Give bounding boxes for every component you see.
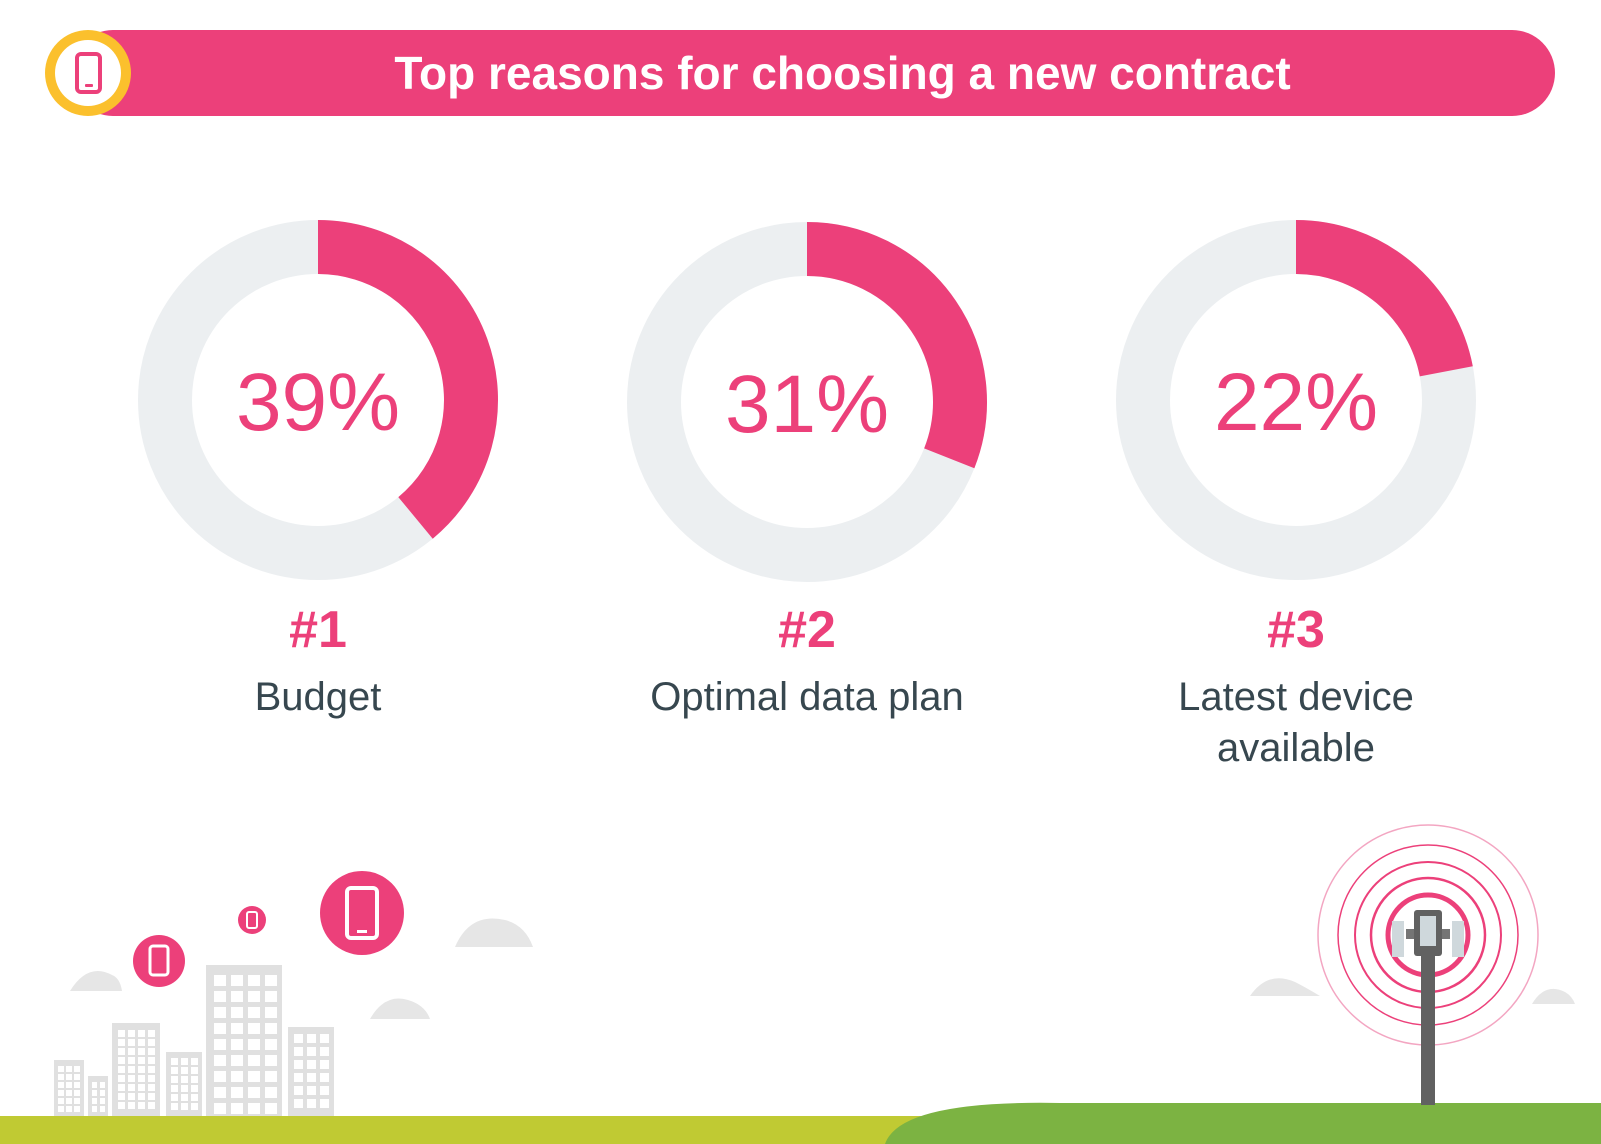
cell-tower-icon [1317, 824, 1539, 1105]
reason-1: Budget [254, 675, 382, 719]
donut-slice-1 [317, 220, 498, 539]
smartphone-badge [45, 30, 131, 116]
donut-value-label-1: 39% [236, 357, 400, 448]
ground-hill [885, 1102, 1601, 1144]
donut-value-label-2: 31% [725, 359, 889, 450]
rank-1: #1 [289, 601, 347, 659]
reason-3: Latest device available [1178, 675, 1414, 770]
cloud-icon [370, 998, 430, 1019]
smartphone-icon [320, 871, 404, 955]
cloud-icon [1250, 978, 1320, 996]
donut-slice-3 [1295, 220, 1473, 378]
donut-slice-2 [806, 222, 987, 469]
rank-3: #3 [1267, 601, 1325, 659]
cloud-icon [455, 918, 533, 947]
cloud-icon [1532, 988, 1575, 1004]
donut-charts: 39% 31% 22% [138, 220, 1476, 582]
reason-2: Optimal data plan [650, 675, 964, 719]
cloud-icon [70, 970, 122, 991]
page-title: Top reasons for choosing a new contract [394, 47, 1291, 99]
title-bar: Top reasons for choosing a new contract [70, 30, 1555, 116]
smartphone-icon [238, 906, 266, 934]
donut-value-label-3: 22% [1214, 357, 1378, 448]
smartphone-icon [55, 40, 121, 106]
rank-2: #2 [778, 601, 836, 659]
smartphone-icon [133, 935, 185, 987]
